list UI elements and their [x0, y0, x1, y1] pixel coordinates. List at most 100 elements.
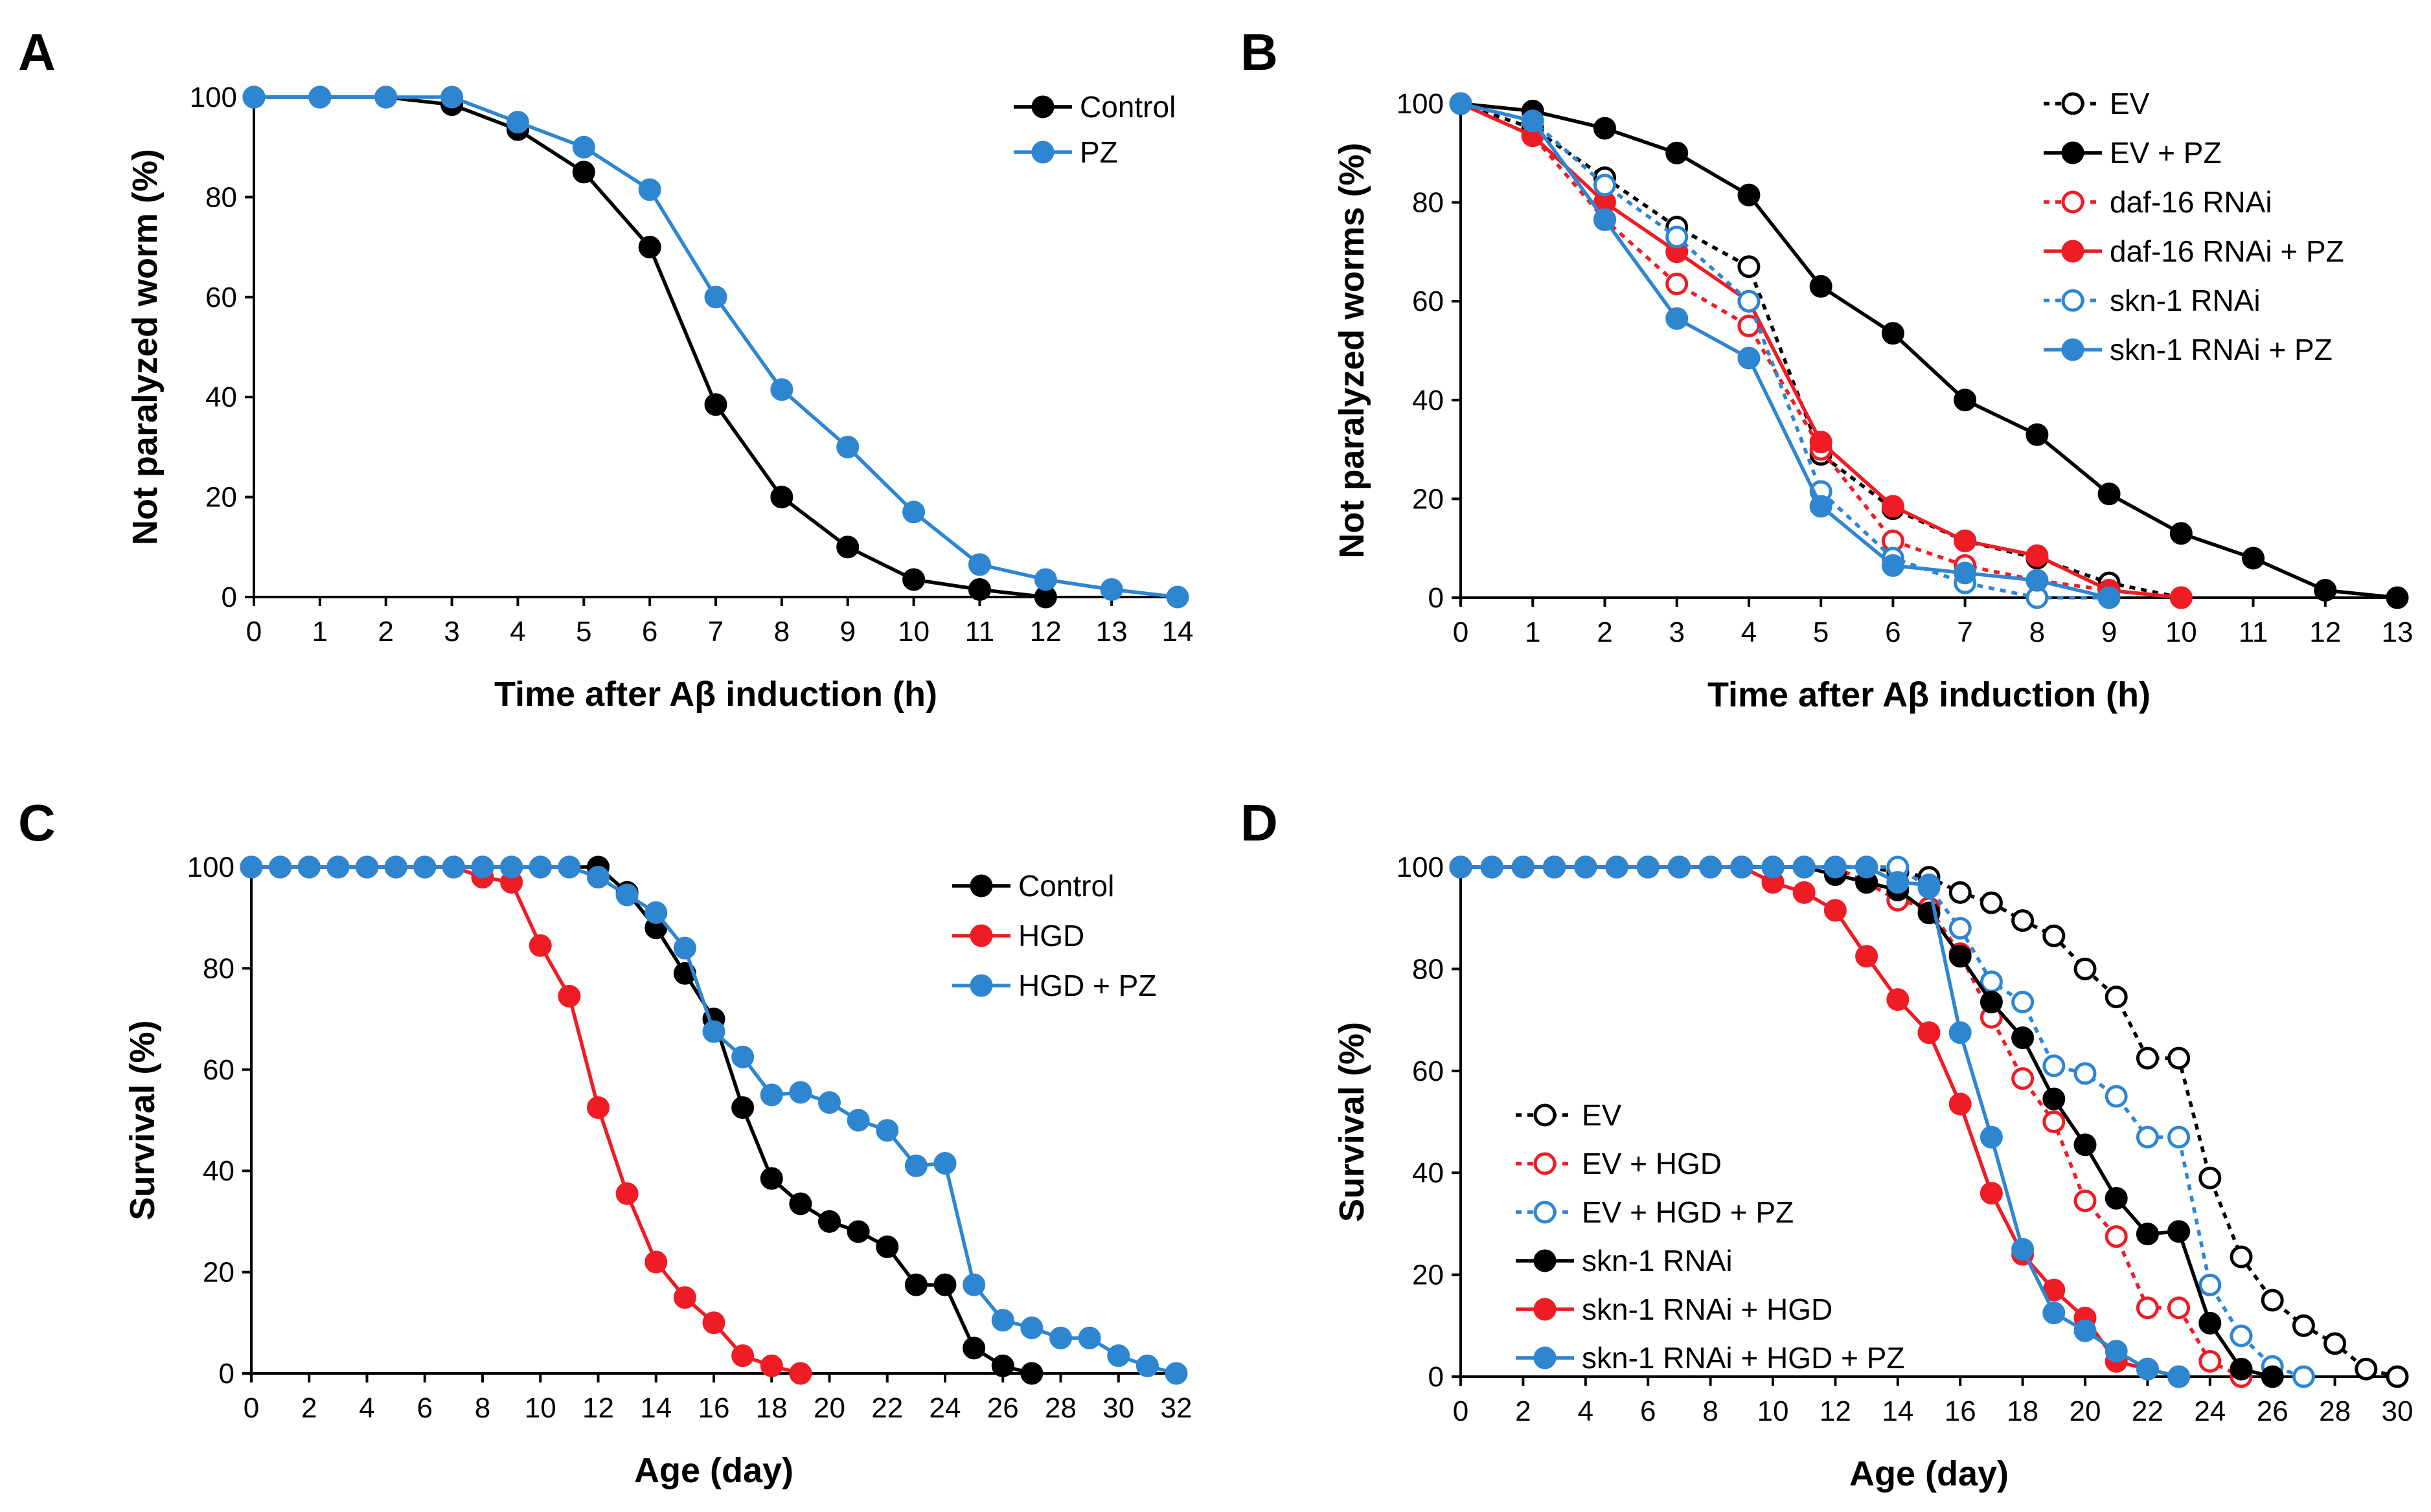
x-tick-label: 8 [1702, 1395, 1718, 1427]
x-tick-label: 4 [1741, 616, 1757, 648]
data-point [991, 1309, 1014, 1332]
x-tick-label: 7 [1957, 616, 1972, 648]
legend-marker [1031, 95, 1055, 118]
x-tick-label: 13 [1096, 616, 1128, 648]
series-hgd [240, 855, 812, 1385]
x-tick-label: 20 [2070, 1395, 2101, 1427]
data-point [904, 1154, 928, 1177]
data-point [1667, 855, 1691, 879]
x-tick-label: 16 [1945, 1395, 1976, 1427]
x-tick-label: 24 [930, 1392, 961, 1424]
x-tick-label: 26 [987, 1392, 1019, 1424]
data-point [673, 936, 696, 960]
data-point [1020, 1362, 1044, 1385]
y-tick-label: 60 [1412, 286, 1444, 317]
legend-marker [970, 874, 993, 897]
data-point [789, 1081, 812, 1104]
data-point [1049, 1326, 1072, 1349]
data-point [847, 1220, 870, 1243]
data-point [2073, 1062, 2097, 1085]
data-point [770, 378, 793, 401]
y-tick-label: 80 [203, 953, 234, 984]
data-point [2042, 1054, 2066, 1078]
data-point [2230, 1357, 2253, 1381]
legend-label: Control [1080, 90, 1176, 124]
data-point [2011, 1067, 2035, 1090]
x-tick-label: 24 [2194, 1395, 2226, 1427]
data-point [326, 855, 350, 879]
data-point [2292, 1365, 2315, 1388]
data-point [1165, 1362, 1188, 1385]
legend-label: skn-1 RNAi + HGD [1582, 1292, 1832, 1326]
data-point [1100, 578, 1123, 601]
x-tick-label: 6 [642, 616, 657, 648]
data-point [1665, 225, 1689, 249]
data-point [1881, 322, 1904, 345]
data-point [1823, 855, 1847, 879]
data-point [384, 855, 407, 879]
data-point [902, 501, 926, 524]
data-point [2011, 1026, 2035, 1050]
data-point [2323, 1332, 2347, 1355]
x-tick-label: 1 [312, 616, 328, 648]
data-point [1737, 314, 1761, 337]
data-point [1855, 945, 1878, 968]
legend-marker [2061, 240, 2084, 263]
legend-marker [2061, 141, 2084, 164]
data-point [968, 553, 991, 576]
legend-label: skn-1 RNAi [2110, 284, 2261, 317]
data-point [2097, 482, 2121, 506]
data-point [1948, 916, 1972, 940]
data-point [1886, 988, 1910, 1011]
legend-marker [1533, 1346, 1557, 1370]
data-point [818, 1091, 841, 1114]
data-point [2105, 1187, 2128, 1210]
x-tick-label: 3 [1669, 616, 1684, 648]
x-axis-title: Age (day) [1849, 1454, 2009, 1493]
x-tick-label: 4 [1578, 1395, 1593, 1427]
legend-marker [2061, 190, 2084, 214]
x-tick-label: 32 [1161, 1392, 1193, 1424]
legend-marker [2061, 338, 2084, 361]
x-tick-label: 0 [1453, 616, 1468, 648]
x-tick-label: 9 [839, 616, 855, 648]
data-point [1034, 568, 1057, 591]
x-tick-label: 10 [898, 616, 930, 648]
data-point [731, 1344, 755, 1368]
data-point [1980, 891, 2003, 914]
data-point [847, 1109, 870, 1132]
x-tick-label: 28 [1045, 1392, 1077, 1424]
data-point [529, 855, 552, 879]
data-point [2169, 586, 2193, 609]
legend-label: PZ [1080, 135, 1118, 169]
legend-marker [1533, 1103, 1557, 1127]
data-point [1020, 1316, 1044, 1340]
data-point [308, 85, 332, 109]
data-point [2073, 1133, 2097, 1157]
series-control [240, 855, 1044, 1385]
data-point [2136, 1125, 2159, 1149]
data-point [1078, 1326, 1101, 1349]
data-point [2073, 1319, 2097, 1342]
series-line [254, 95, 1178, 599]
x-tick-label: 7 [708, 616, 724, 648]
data-point [1636, 855, 1660, 879]
y-axis-title: Not paralyzed worm (%) [126, 149, 165, 545]
legend: Control HGD HGD + PZ [952, 869, 1156, 1002]
data-point [702, 1311, 725, 1335]
data-point [1605, 855, 1628, 879]
x-tick-label: 10 [1757, 1395, 1789, 1427]
data-point [2198, 1349, 2222, 1373]
data-point [1136, 1354, 1159, 1377]
data-point [963, 1273, 986, 1296]
y-tick-label: 40 [203, 1155, 234, 1187]
data-point [2026, 569, 2049, 592]
x-axis-title: Time after Aβ induction (h) [494, 675, 937, 714]
data-point [1792, 881, 1816, 904]
data-point [645, 901, 668, 924]
legend-label: EV + HGD + PZ [1582, 1195, 1794, 1229]
data-point [770, 486, 793, 509]
y-tick-label: 20 [205, 482, 237, 513]
x-tick-label: 2 [378, 616, 393, 648]
